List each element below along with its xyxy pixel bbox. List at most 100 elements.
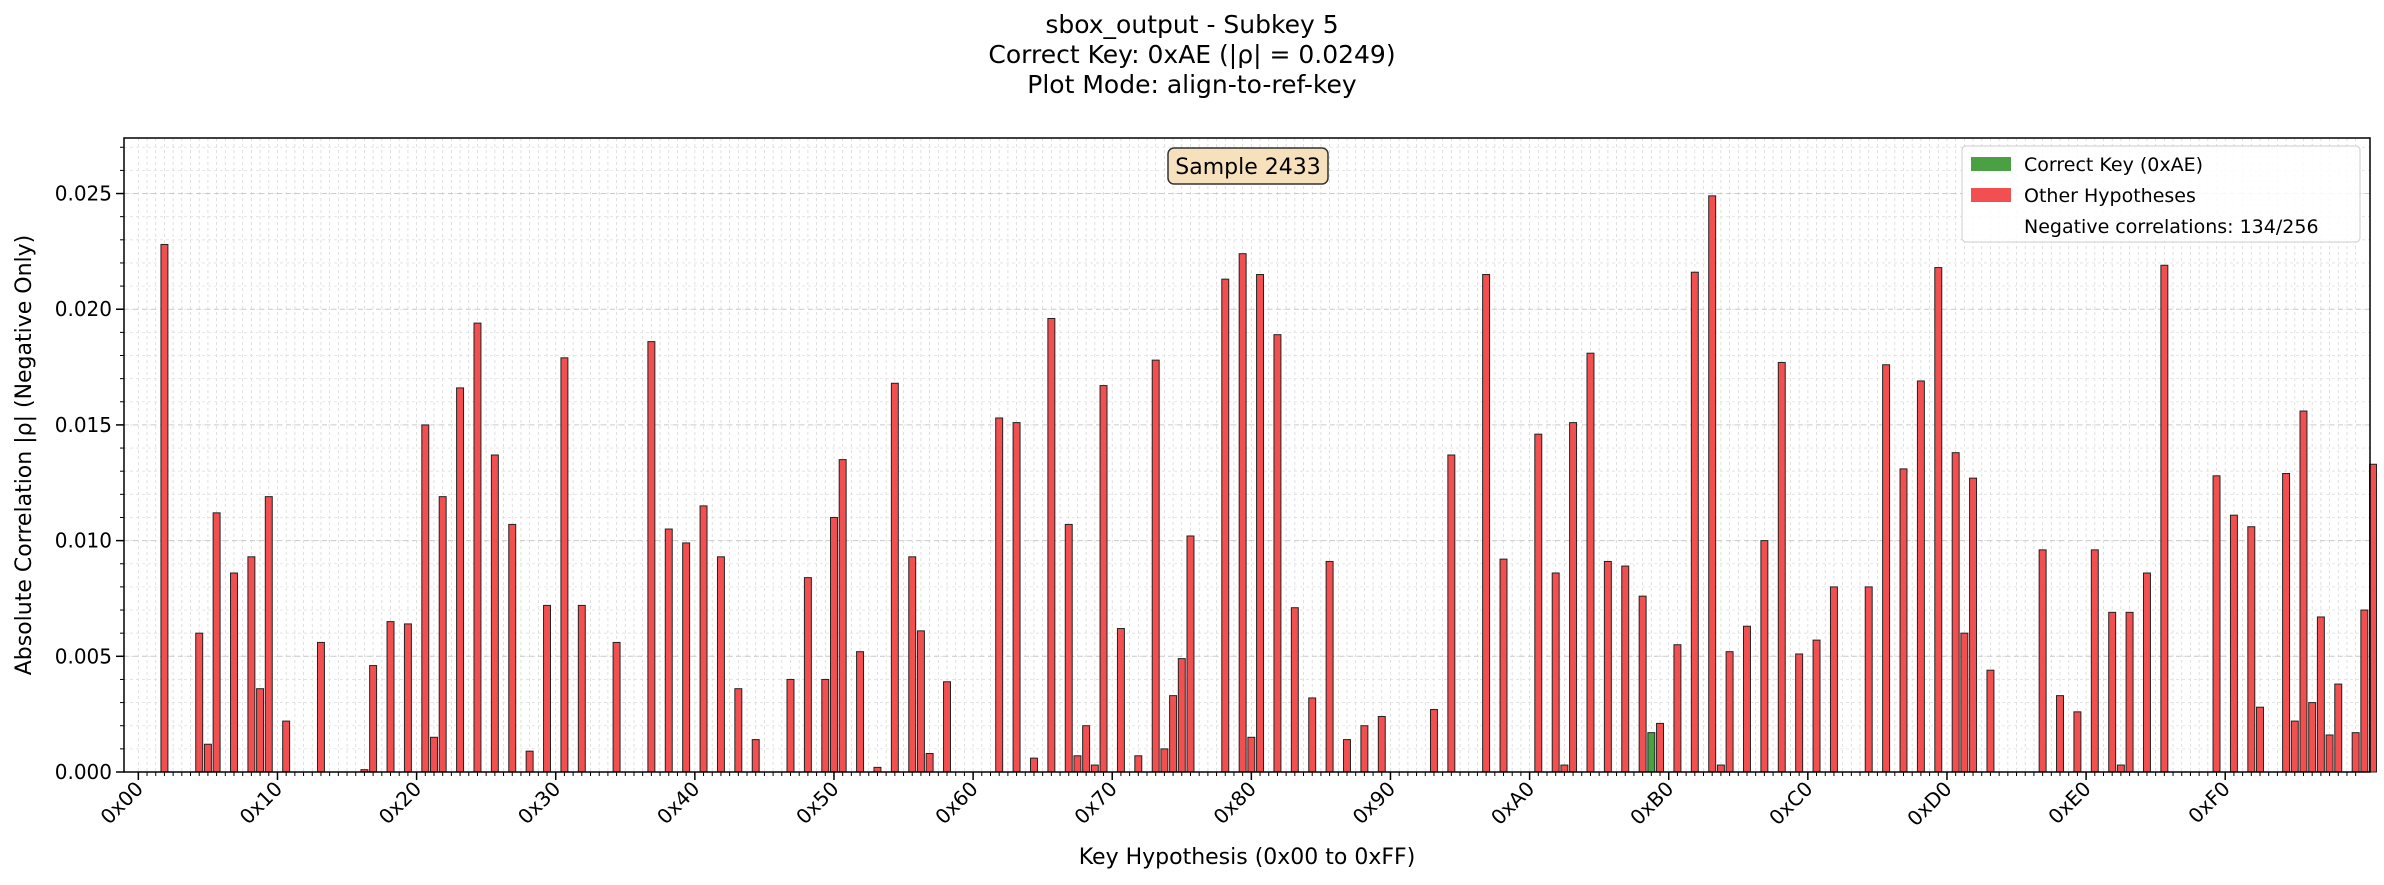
bar-hypothesis — [403, 623, 412, 773]
bar-hypothesis — [1377, 715, 1386, 773]
bar-hypothesis — [256, 688, 265, 773]
bar-hypothesis — [316, 641, 325, 773]
bar-hypothesis — [1169, 695, 1178, 773]
bar-hypothesis — [925, 752, 934, 773]
bar-hypothesis — [1160, 748, 1169, 773]
bar-hypothesis — [1969, 477, 1978, 773]
x-tick-label: 0xD0 — [1902, 777, 1956, 831]
bar-hypothesis — [1777, 361, 1786, 773]
bar-hypothesis — [2229, 514, 2238, 773]
bar-hypothesis — [2334, 683, 2343, 773]
bar-hypothesis — [2256, 706, 2264, 773]
bar-hypothesis — [1090, 764, 1099, 773]
bar-hypothesis — [1656, 722, 1665, 773]
bar-hypothesis — [1134, 755, 1143, 773]
bar-hypothesis — [1447, 454, 1456, 773]
x-tick-label: 0x50 — [791, 777, 843, 829]
x-tick-label: 0x60 — [930, 777, 982, 829]
bar-hypothesis — [2299, 410, 2308, 773]
x-tick-label: 0x40 — [652, 777, 704, 829]
bar-hypothesis — [1899, 468, 1908, 773]
bar-hypothesis — [1716, 764, 1725, 773]
y-tick-label: 0.020 — [55, 297, 112, 321]
bar-hypothesis — [1256, 274, 1265, 773]
bar-hypothesis — [1047, 317, 1056, 773]
bar-hypothesis — [916, 630, 925, 773]
bars — [160, 195, 2378, 773]
x-tick-label: 0x10 — [235, 777, 287, 829]
x-tick-label: 0xC0 — [1764, 777, 1817, 830]
bar-hypothesis — [1012, 422, 1021, 773]
bar-hypothesis — [160, 243, 169, 773]
bar-hypothesis — [2351, 732, 2360, 773]
bar-hypothesis — [1429, 709, 1438, 773]
x-tick-label: 0xA0 — [1486, 777, 1539, 830]
bar-hypothesis — [577, 604, 586, 773]
y-tick-label: 0.025 — [55, 182, 112, 206]
bar-hypothesis — [1864, 586, 1873, 773]
bar-hypothesis — [1290, 607, 1299, 773]
bar-hypothesis — [203, 743, 212, 773]
title-line-3: Plot Mode: align-to-ref-key — [1027, 70, 1357, 99]
bar-hypothesis — [2125, 611, 2134, 773]
legend-entry-correct-key: Correct Key (0xAE) — [2024, 154, 2203, 176]
bar-hypothesis — [786, 678, 795, 773]
x-tick-label: 0x20 — [374, 777, 426, 829]
bar-hypothesis — [1986, 669, 1995, 773]
bar-hypothesis — [1621, 565, 1630, 773]
bar-hypothesis — [369, 665, 378, 773]
y-tick-label: 0.000 — [55, 760, 112, 784]
bar-hypothesis — [2090, 549, 2099, 773]
bar-hypothesis — [682, 542, 691, 773]
bar-hypothesis — [1960, 632, 1969, 773]
legend-entry-negative-count: Negative correlations: 134/256 — [2024, 216, 2319, 238]
bar-hypothesis — [525, 750, 534, 773]
bar-hypothesis — [1534, 433, 1543, 773]
bar-hypothesis — [282, 720, 291, 773]
legend-entry-other-hypotheses: Other Hypotheses — [2024, 185, 2196, 207]
bar-hypothesis — [1812, 639, 1821, 773]
bar-hypothesis — [1186, 535, 1195, 773]
bar-hypothesis — [1482, 274, 1491, 773]
bar-hypothesis — [751, 739, 760, 773]
bar-hypothesis — [612, 641, 621, 773]
bar-hypothesis — [1064, 523, 1073, 773]
bar-hypothesis — [2116, 764, 2125, 773]
bar-hypothesis — [560, 357, 569, 773]
bar-hypothesis — [664, 528, 673, 773]
bar-hypothesis — [421, 424, 430, 773]
bar-hypothesis — [2142, 572, 2151, 773]
title-line-1: sbox_output - Subkey 5 — [1045, 10, 1339, 39]
bar-hypothesis — [1743, 625, 1751, 773]
bar-hypothesis — [1795, 653, 1804, 773]
bar-hypothesis — [1690, 271, 1699, 773]
bar-hypothesis — [247, 556, 256, 773]
bar-hypothesis — [2160, 264, 2169, 773]
bar-hypothesis — [2290, 720, 2299, 773]
bar-hypothesis — [2325, 734, 2334, 773]
bar-hypothesis — [1273, 334, 1282, 773]
bar-hypothesis — [1673, 644, 1682, 773]
x-tick-label: 0x70 — [1069, 777, 1121, 829]
bar-hypothesis — [1325, 560, 1334, 773]
bar-hypothesis — [1221, 278, 1230, 773]
bar-hypothesis — [2247, 526, 2256, 773]
bar-hypothesis — [856, 651, 865, 773]
bar-hypothesis — [890, 382, 899, 773]
bar-hypothesis — [829, 516, 838, 773]
sample-annotation-box — [1167, 147, 1329, 185]
bar-hypothesis — [195, 632, 204, 773]
bar-hypothesis — [2056, 695, 2064, 773]
bar-hypothesis — [1151, 359, 1160, 773]
bar-hypothesis — [1499, 558, 1508, 773]
bar-hypothesis — [1603, 560, 1612, 773]
x-axis-label: Key Hypothesis (0x00 to 0xFF) — [1079, 845, 1416, 870]
y-tick-label: 0.005 — [55, 644, 112, 668]
bar-hypothesis — [264, 496, 273, 773]
x-tick-label: 0x80 — [1209, 777, 1261, 829]
bar-hypothesis — [1238, 253, 1247, 773]
bar-hypothesis — [1073, 755, 1082, 773]
bar-hypothesis — [1308, 697, 1317, 773]
bar-hypothesis — [430, 736, 438, 773]
